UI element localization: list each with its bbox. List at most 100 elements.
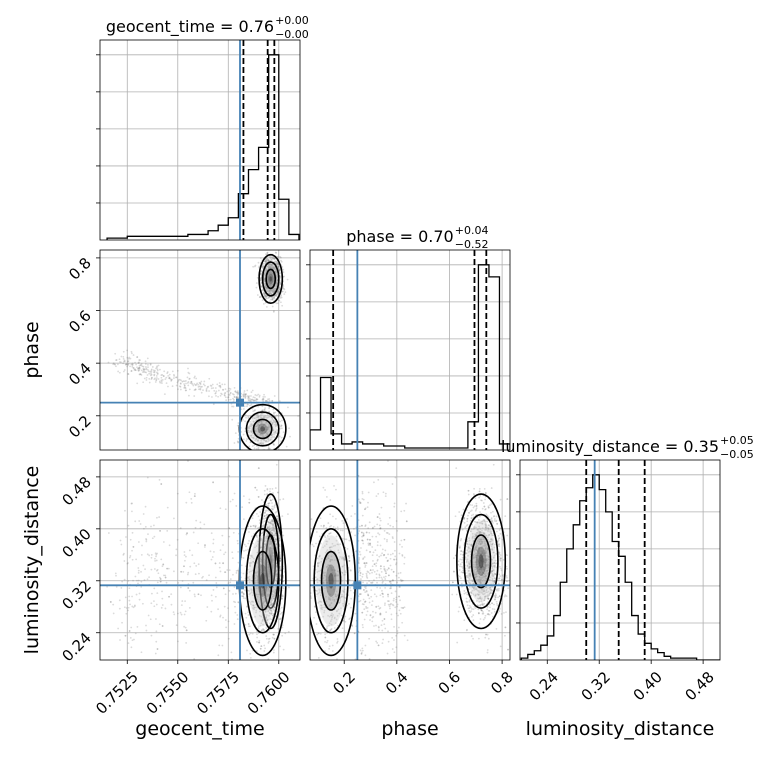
- sample-point: [272, 556, 275, 559]
- sample-point: [153, 371, 156, 374]
- sample-point: [192, 581, 195, 584]
- sample-point: [256, 447, 258, 450]
- sample-point: [267, 278, 270, 281]
- sample-point: [267, 276, 270, 278]
- sample-point: [272, 275, 275, 277]
- sample-point: [241, 591, 244, 593]
- sample-point: [471, 615, 473, 618]
- sample-point: [222, 388, 224, 391]
- sample-point: [260, 277, 262, 280]
- sample-point: [147, 363, 149, 366]
- sample-point: [273, 506, 276, 509]
- sample-point: [137, 369, 140, 372]
- sample-point: [269, 543, 272, 546]
- sample-point: [268, 521, 270, 524]
- sample-point: [269, 541, 271, 543]
- sample-point: [255, 286, 258, 289]
- sample-point: [270, 558, 273, 561]
- sample-point: [267, 282, 270, 285]
- sample-point: [260, 273, 262, 276]
- sample-point: [246, 667, 248, 669]
- sample-point: [268, 272, 271, 275]
- sample-point: [269, 499, 272, 502]
- sample-point: [256, 413, 259, 416]
- sample-point: [265, 432, 268, 435]
- sample-point: [161, 590, 163, 593]
- sample-point: [276, 279, 279, 281]
- sample-point: [263, 568, 266, 571]
- sample-point: [188, 589, 191, 592]
- sample-point: [278, 534, 281, 537]
- sample-point: [275, 260, 278, 263]
- sample-point: [245, 416, 247, 419]
- sample-point: [168, 373, 171, 376]
- sample-point: [257, 467, 260, 470]
- sample-point: [270, 538, 272, 541]
- sample-point: [256, 433, 259, 436]
- sample-point: [264, 572, 266, 575]
- sample-point: [253, 444, 256, 447]
- sample-point: [146, 368, 149, 371]
- sample-point: [164, 576, 167, 579]
- sample-point: [183, 384, 186, 387]
- sample-point: [262, 398, 265, 401]
- sample-point: [272, 552, 275, 555]
- sample-point: [260, 423, 262, 425]
- sample-point: [175, 384, 178, 387]
- sample-point: [258, 641, 261, 644]
- sample-point: [279, 498, 281, 501]
- sample-point: [270, 283, 273, 286]
- sample-point: [247, 542, 250, 545]
- sample-point: [263, 511, 266, 514]
- sample-point: [271, 423, 274, 425]
- sample-point: [266, 287, 268, 290]
- sample-point: [265, 269, 268, 272]
- panel-content: [100, 250, 300, 450]
- sample-point: [272, 288, 275, 291]
- sample-point: [206, 606, 209, 608]
- sample-point: [273, 593, 276, 596]
- sample-point: [273, 587, 275, 590]
- sample-point: [143, 368, 146, 371]
- sample-point: [248, 431, 250, 434]
- sample-point: [144, 505, 147, 508]
- sample-point: [162, 563, 165, 566]
- sample-point: [271, 276, 274, 278]
- sample-point: [269, 285, 272, 288]
- sample-point: [264, 407, 266, 410]
- sample-point: [217, 654, 220, 657]
- sample-point: [131, 363, 134, 366]
- sample-point: [251, 594, 254, 597]
- sample-point: [237, 396, 240, 399]
- sample-point: [265, 439, 268, 442]
- sample-point: [275, 276, 278, 279]
- sample-point: [268, 608, 271, 611]
- sample-point: [272, 266, 275, 269]
- sample-point: [270, 289, 273, 292]
- sample-point: [124, 363, 127, 366]
- sample-point: [266, 426, 269, 429]
- sample-point: [272, 291, 275, 293]
- sample-point: [150, 377, 153, 379]
- sample-point: [271, 297, 274, 300]
- sample-point: [273, 266, 276, 269]
- sample-point: [263, 562, 266, 565]
- sample-point: [257, 448, 260, 450]
- sample-point: [259, 414, 262, 417]
- sample-point: [259, 429, 261, 432]
- sample-point: [269, 276, 272, 279]
- sample-point: [257, 416, 260, 418]
- sample-point: [270, 556, 273, 558]
- sample-point: [269, 556, 272, 559]
- sample-point: [256, 640, 258, 643]
- sample-point: [271, 283, 274, 286]
- sample-point: [272, 274, 274, 277]
- sample-point: [275, 571, 278, 574]
- sample-point: [272, 265, 274, 268]
- sample-point: [268, 528, 271, 530]
- sample-point: [271, 290, 274, 293]
- sample-point: [268, 278, 270, 281]
- sample-point: [269, 262, 272, 265]
- sample-point: [128, 356, 131, 359]
- sample-point: [236, 539, 239, 542]
